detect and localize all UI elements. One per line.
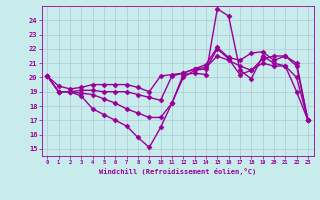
X-axis label: Windchill (Refroidissement éolien,°C): Windchill (Refroidissement éolien,°C) <box>99 168 256 175</box>
